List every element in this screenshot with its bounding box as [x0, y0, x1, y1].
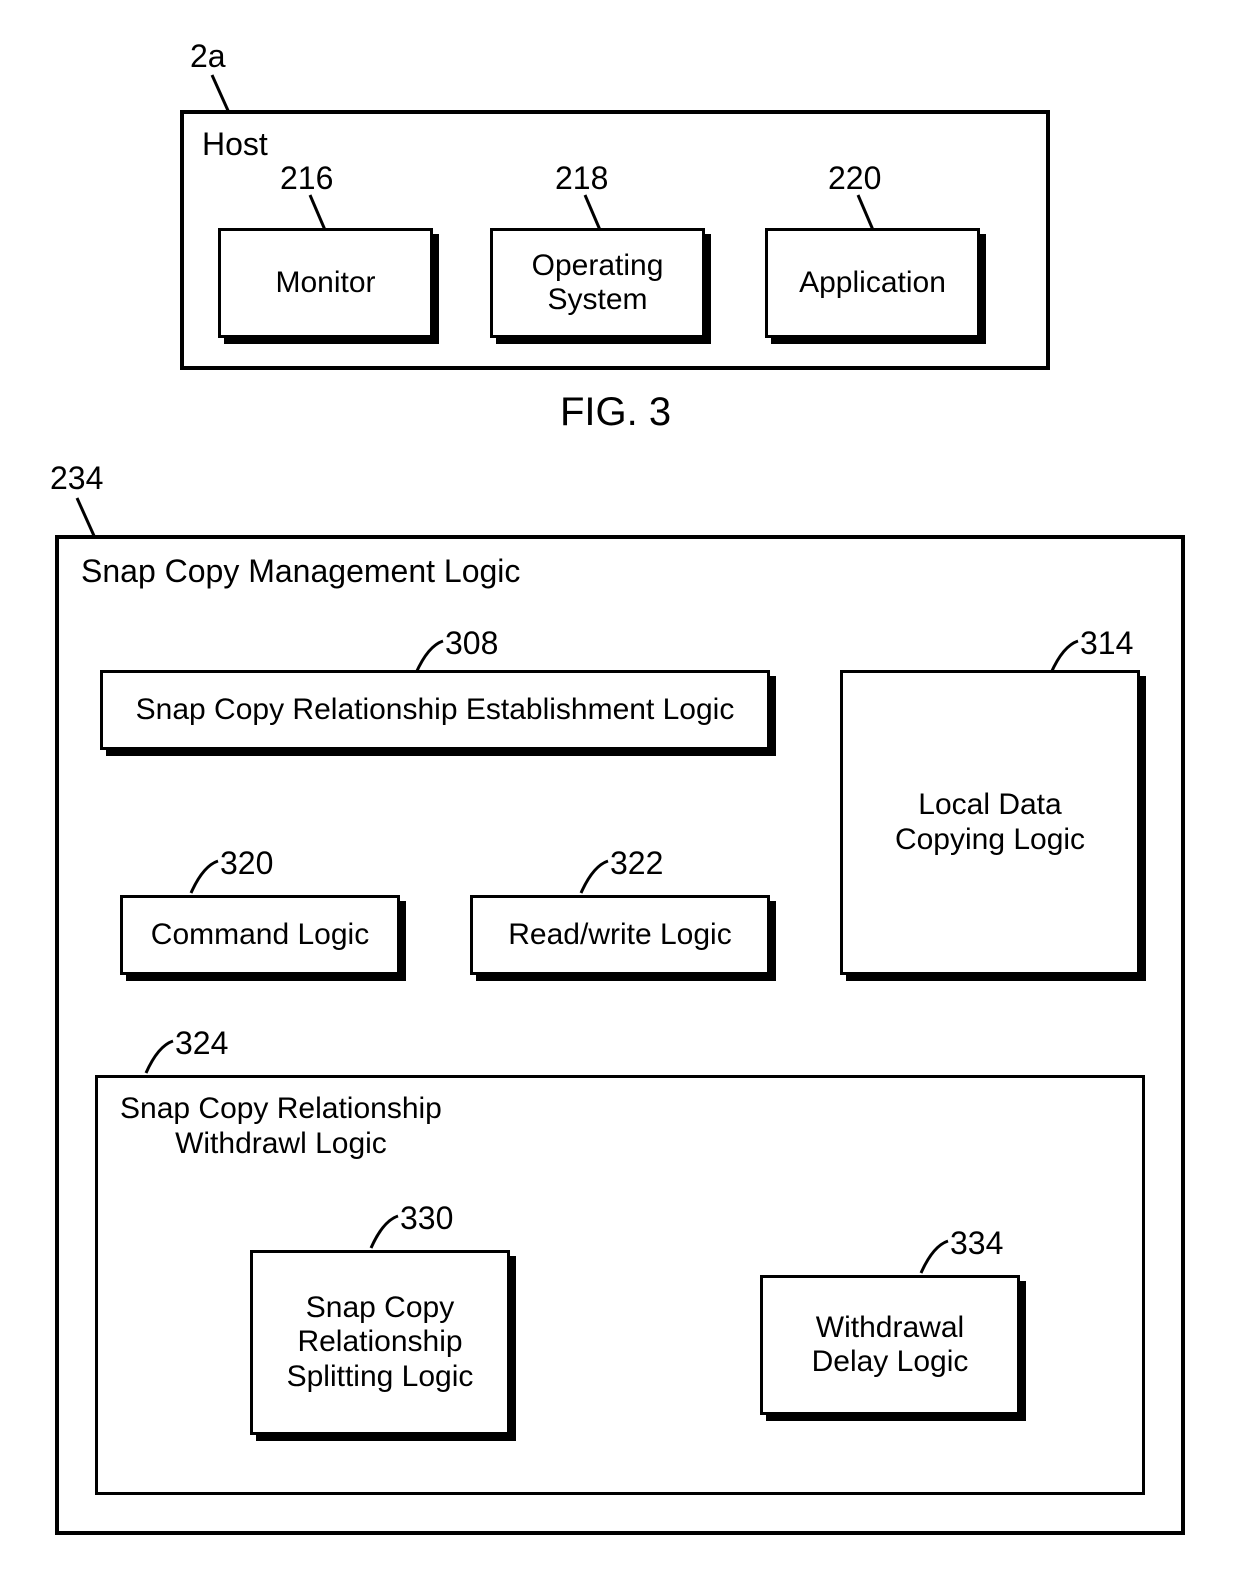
command-label: Command Logic [151, 918, 369, 953]
local-copy-label: Local Data Copying Logic [895, 788, 1085, 857]
leader-324 [138, 1038, 178, 1078]
monitor-label: Monitor [275, 266, 375, 301]
split-label: Snap Copy Relationship Splitting Logic [287, 1291, 474, 1395]
leader-330 [363, 1213, 403, 1253]
split-box: Snap Copy Relationship Splitting Logic [250, 1250, 510, 1435]
os-box: Operating System [490, 228, 705, 338]
ref-2a: 2a [190, 38, 226, 75]
delay-box: Withdrawal Delay Logic [760, 1275, 1020, 1415]
app-label: Application [799, 266, 946, 301]
local-copy-box: Local Data Copying Logic [840, 670, 1140, 975]
fig3-caption: FIG. 3 [560, 390, 671, 435]
app-box: Application [765, 228, 980, 338]
os-label: Operating System [532, 249, 664, 318]
snap-copy-mgmt-title: Snap Copy Management Logic [81, 553, 520, 590]
readwrite-label: Read/write Logic [508, 918, 731, 953]
monitor-box: Monitor [218, 228, 433, 338]
leader-334 [913, 1238, 953, 1278]
leader-322 [573, 858, 613, 898]
ref-234: 234 [50, 460, 103, 497]
ref-322: 322 [610, 845, 663, 882]
ref-218: 218 [555, 160, 608, 197]
command-box: Command Logic [120, 895, 400, 975]
establish-label: Snap Copy Relationship Establishment Log… [136, 693, 735, 728]
delay-label: Withdrawal Delay Logic [812, 1311, 969, 1380]
ref-324: 324 [175, 1025, 228, 1062]
host-title: Host [202, 126, 268, 163]
withdrawl-title: Snap Copy Relationship Withdrawl Logic [120, 1092, 442, 1161]
ref-216: 216 [280, 160, 333, 197]
ref-220: 220 [828, 160, 881, 197]
ref-320: 320 [220, 845, 273, 882]
ref-334: 334 [950, 1225, 1003, 1262]
ref-308: 308 [445, 625, 498, 662]
ref-330: 330 [400, 1200, 453, 1237]
readwrite-box: Read/write Logic [470, 895, 770, 975]
leader-320 [183, 858, 223, 898]
ref-314: 314 [1080, 625, 1133, 662]
establish-box: Snap Copy Relationship Establishment Log… [100, 670, 770, 750]
